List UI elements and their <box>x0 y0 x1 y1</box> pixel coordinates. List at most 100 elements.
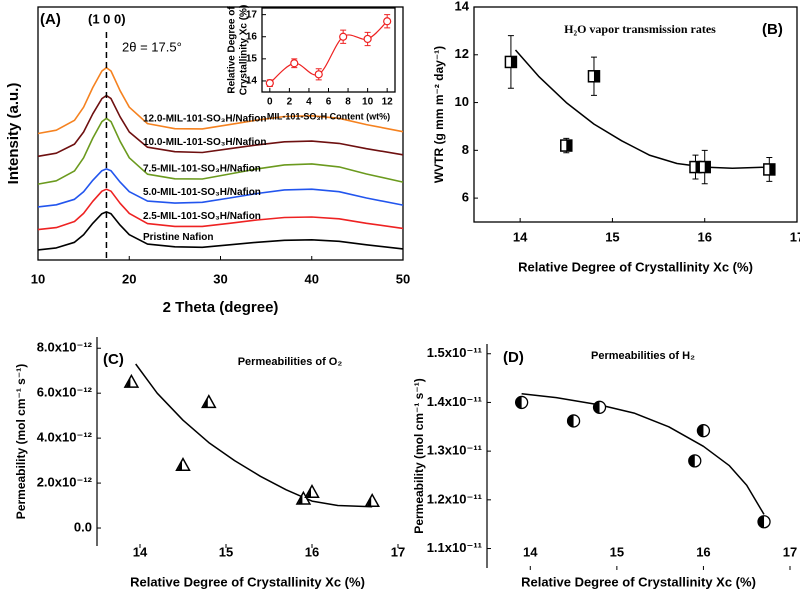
x-tick-label: 15 <box>610 544 624 559</box>
annotation: 2θ = 17.5° <box>122 39 182 54</box>
y-tick-label: 2.0x10⁻¹² <box>37 475 93 490</box>
y-tick-label: 1.3x10⁻¹¹ <box>427 443 482 458</box>
marker-fill <box>510 56 517 68</box>
y-tick-label: 16 <box>246 31 258 42</box>
marker-fill <box>769 163 775 175</box>
y-tick-label: 8 <box>462 142 469 157</box>
y-tick-label: 8.0x10⁻¹² <box>37 340 93 355</box>
marker-fill <box>593 401 600 414</box>
plot-frame <box>473 6 798 223</box>
annotation: H₂O vapor transmission rates <box>564 22 716 36</box>
xrd-curve <box>37 211 404 251</box>
marker-fill <box>125 377 131 388</box>
x-axis-label: Relative Degree of Crystallinity Xc (%) <box>518 259 753 274</box>
xrd-curve <box>37 66 404 135</box>
marker-fill <box>366 496 372 507</box>
y-tick-label: 17 <box>246 9 258 20</box>
data-point <box>383 17 392 26</box>
y-tick-label: 4.0x10⁻¹² <box>37 430 93 445</box>
marker-fill <box>306 487 311 498</box>
xrd-curve <box>37 168 404 208</box>
annotation: Permeabilities of O₂ <box>238 356 343 368</box>
xrd-curve <box>37 117 404 185</box>
x-tick-label: 16 <box>696 544 710 559</box>
x-tick-label: 6 <box>326 97 332 108</box>
x-tick-label: 50 <box>396 271 410 286</box>
data-point <box>314 70 323 79</box>
panel-label: (C) <box>103 351 124 368</box>
panel-label: (B) <box>762 21 783 38</box>
y-tick-label: 1.5x10⁻¹¹ <box>427 345 482 360</box>
y-axis-label: Intensity (a.u.) <box>5 83 22 185</box>
fit-curve <box>269 20 388 84</box>
marker-fill <box>593 70 600 82</box>
plot-frame <box>261 7 396 93</box>
fit-curve <box>514 49 770 170</box>
annotation: Permeabilities of H₂ <box>591 350 695 362</box>
y-tick-label: 0.0 <box>74 519 92 534</box>
x-tick-label: 2 <box>287 97 293 108</box>
y-axis-label: Crystallinity Xc (%) <box>239 5 250 96</box>
x-tick-label: 30 <box>213 271 227 286</box>
x-tick-label: 40 <box>305 271 319 286</box>
y-axis-label: WVTR (g mm m⁻² day⁻¹) <box>432 46 446 183</box>
y-tick-label: 10 <box>455 94 469 109</box>
marker-fill <box>697 424 704 437</box>
fit-curve <box>521 392 765 515</box>
y-tick-label: 14 <box>455 0 470 13</box>
y-tick-label: 6.0x10⁻¹² <box>37 385 93 400</box>
x-tick-label: 16 <box>305 544 319 559</box>
x-tick-label: 15 <box>605 229 619 244</box>
curve-label: Pristine Nafion <box>143 232 214 243</box>
marker-fill <box>515 396 522 409</box>
x-tick-label: 14 <box>513 229 528 244</box>
data-point <box>363 34 372 44</box>
panel-label: (A) <box>40 11 61 28</box>
marker-fill <box>758 515 765 528</box>
curve-label: 5.0-MIL-101-SO₃H/Nafion <box>143 187 261 198</box>
marker-fill <box>297 494 303 505</box>
y-tick-label: 1.4x10⁻¹¹ <box>427 394 482 409</box>
marker-fill <box>688 454 695 467</box>
annotation: (1 0 0) <box>88 11 126 26</box>
curve-label: 2.5-MIL-101-SO₃H/Nafion <box>143 211 261 222</box>
fit-curve <box>135 363 373 508</box>
x-tick-label: 17 <box>783 544 797 559</box>
x-tick-label: 15 <box>219 544 233 559</box>
plot-frame <box>37 6 404 261</box>
marker-fill <box>695 161 701 173</box>
x-tick-label: 16 <box>697 229 711 244</box>
marker-fill <box>704 161 711 173</box>
x-tick-label: 14 <box>523 544 538 559</box>
xrd-curve <box>37 94 404 158</box>
xrd-curve <box>37 188 404 231</box>
y-axis-label: Permeability (mol cm⁻¹ s⁻¹) <box>14 364 28 519</box>
x-axis-label: Relative Degree of Crystallinity Xc (%) <box>521 574 756 589</box>
x-tick-label: 10 <box>362 97 374 108</box>
x-tick-label: 12 <box>382 97 394 108</box>
y-axis-label: Permeability (mol cm⁻¹ s⁻¹) <box>412 378 426 533</box>
x-tick-label: 4 <box>306 97 312 108</box>
x-axis-label: 2 Theta (degree) <box>163 299 279 316</box>
marker-fill <box>177 460 182 471</box>
marker-fill <box>566 140 572 152</box>
x-tick-label: 20 <box>122 271 136 286</box>
y-tick-label: 1.1x10⁻¹¹ <box>427 540 482 555</box>
marker-fill <box>567 414 574 427</box>
panel-label: (D) <box>503 349 524 366</box>
x-axis-label: Relative Degree of Crystallinity Xc (%) <box>130 574 365 589</box>
curve-label: 10.0-MIL-101-SO₃H/Nafion <box>143 137 267 148</box>
x-tick-label: 0 <box>267 97 273 108</box>
data-point <box>339 32 348 41</box>
x-tick-label: 8 <box>345 97 351 108</box>
data-point <box>265 79 274 88</box>
x-tick-label: 14 <box>133 544 148 559</box>
y-tick-label: 12 <box>455 46 469 61</box>
x-tick-label: 17 <box>790 229 800 244</box>
curve-label: 12.0-MIL-101-SO₃H/Nafion <box>143 114 267 125</box>
curve-label: 7.5-MIL-101-SO₃H/Nafion <box>143 164 261 175</box>
y-tick-label: 14 <box>246 76 258 87</box>
y-tick-label: 15 <box>246 53 258 64</box>
data-point <box>290 59 299 68</box>
